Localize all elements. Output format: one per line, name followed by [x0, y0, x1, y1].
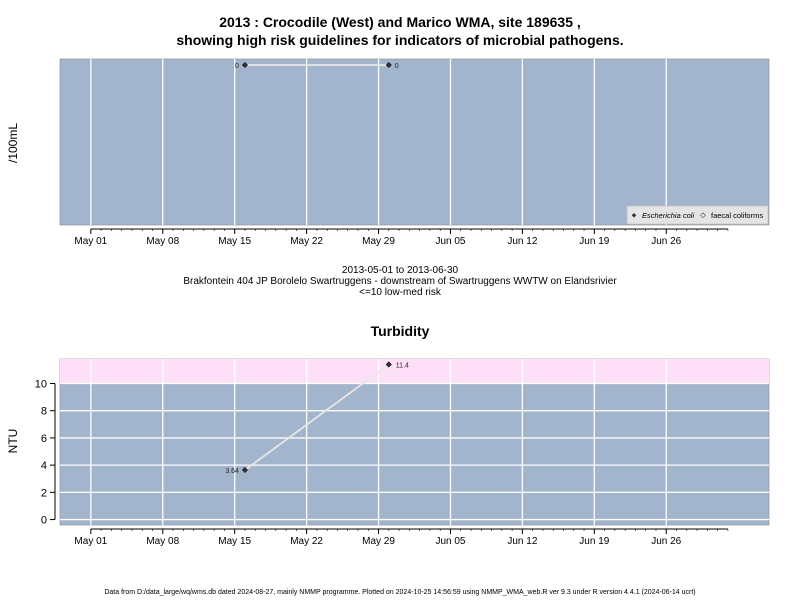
- chart2-y-tick-label: 10: [35, 378, 47, 390]
- chart1-data-point: [385, 61, 392, 69]
- chart1-legend-label-faecal: faecal coliforms: [711, 211, 763, 220]
- chart1-title-line2: showing high risk guidelines for indicat…: [176, 32, 624, 48]
- chart2-x-tick-label: Jun 26: [651, 536, 681, 547]
- chart2-x-tick-label: Jun 12: [507, 536, 537, 547]
- chart1-date-range: 2013-05-01 to 2013-06-30: [341, 265, 459, 276]
- chart2-x-tick-label: May 15: [218, 536, 251, 547]
- footer-note: Data from D:/data_large/wq/wms.db dated …: [104, 589, 696, 596]
- chart2-series-line: [244, 363, 390, 471]
- chart1-x-tick-label: Jun 19: [579, 236, 609, 247]
- chart1-x-tick-label: May 08: [146, 236, 179, 247]
- chart2-y-tick-label: 0: [41, 515, 47, 527]
- chart1-risk-note: <=10 low-med risk: [359, 287, 441, 298]
- chart2-data-label: 11.4: [396, 362, 409, 369]
- chart2-y-tick-label: 2: [41, 487, 47, 499]
- chart1-title-line1: 2013 : Crocodile (West) and Marico WMA, …: [219, 14, 581, 30]
- chart2-data-label: 3.64: [225, 468, 239, 475]
- chart2-title: Turbidity: [370, 323, 430, 339]
- chart1-data-label: 0: [395, 63, 399, 70]
- chart1-x-tick-label: May 01: [74, 236, 107, 247]
- chart2-panel-background: [59, 358, 770, 526]
- chart2-x-tick-label: Jun 05: [435, 536, 465, 547]
- chart1-legend-label-ecoli: Escherichia coli: [642, 211, 694, 220]
- chart1-legend-marker-ecoli: [631, 213, 637, 218]
- chart2-x-tick-label: May 22: [290, 536, 323, 547]
- chart2-high-risk-band: [60, 359, 769, 384]
- chart1-x-tick-label: May 22: [290, 236, 323, 247]
- chart2-x-tick-label: Jun 19: [579, 536, 609, 547]
- chart2-y-tick-label: 8: [41, 406, 47, 418]
- chart1-x-tick-label: Jun 12: [507, 236, 537, 247]
- chart2-y-axis-label: NTU: [6, 428, 20, 454]
- chart1-legend-box: [626, 205, 769, 225]
- chart1-data-label: 0: [235, 63, 239, 70]
- chart2-x-tick-label: May 29: [362, 536, 395, 547]
- chart2-data-point: [385, 361, 392, 368]
- chart1-x-tick-label: May 29: [362, 236, 395, 247]
- chart1-site-description: Brakfontein 404 JP Borolelo Swartruggens…: [183, 276, 617, 287]
- chart2-x-tick-label: May 01: [74, 536, 107, 547]
- chart2-data-point: [241, 467, 248, 474]
- chart2-x-tick-label: May 08: [146, 536, 179, 547]
- chart1-legend-marker-faecal: [700, 212, 706, 219]
- chart2-y-tick-label: 4: [41, 460, 47, 472]
- chart1-data-point: [241, 61, 248, 69]
- chart2-y-tick-label: 6: [41, 433, 47, 445]
- chart1-panel-background: [59, 58, 770, 226]
- chart1-x-tick-label: Jun 05: [435, 236, 465, 247]
- chart1-x-tick-label: Jun 26: [651, 236, 681, 247]
- chart1-x-tick-label: May 15: [218, 236, 251, 247]
